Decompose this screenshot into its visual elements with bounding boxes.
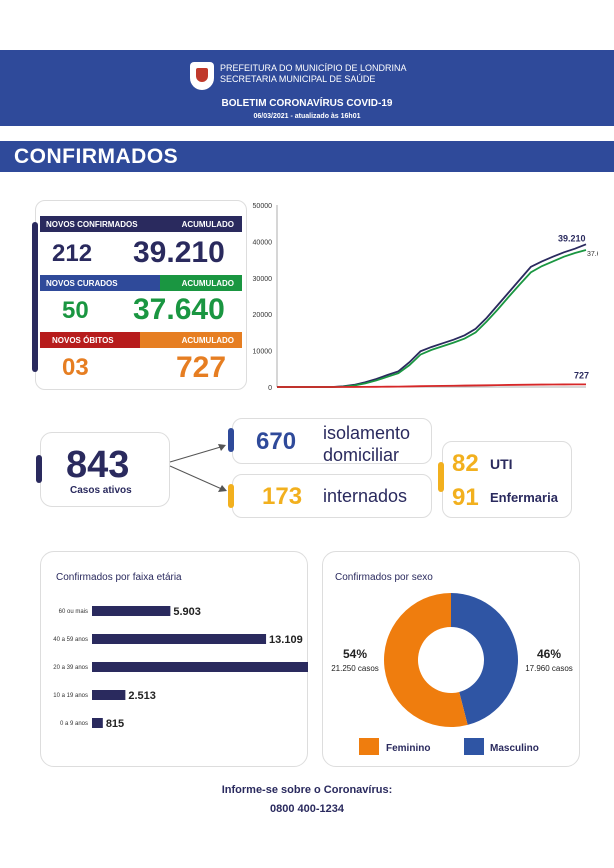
- cumulative-line-chart: 0 10000 20000 30000 40000 50000 39.210 37.640 72…: [253, 203, 598, 392]
- enfermaria-label: Enfermaria: [490, 490, 558, 505]
- active-cases-card: [40, 432, 170, 507]
- curados-label-bar: NOVOS CURADOS ACUMULADO: [40, 275, 242, 291]
- isolamento-value: 670: [256, 428, 297, 455]
- y-tick-label: 50000: [253, 203, 273, 210]
- bulletin-date: 06/03/2021 - atualizado às 16h01: [253, 113, 361, 120]
- novos-curados-value: 50: [62, 297, 89, 324]
- end-label-curados: 37.640: [587, 251, 598, 258]
- age-bar: [92, 662, 308, 672]
- novos-obitos-value: 03: [62, 354, 89, 381]
- header: PREFEITURA DO MUNICÍPIO DE LONDRINA SECR…: [0, 50, 614, 126]
- uti-value: 82: [452, 450, 479, 477]
- sex-chart-title: Confirmados por sexo: [335, 572, 433, 583]
- legend-swatch-feminino: [359, 738, 379, 755]
- novos-confirmados-label: NOVOS CONFIRMADOS: [46, 220, 138, 229]
- bulletin-title: BOLETIM CORONAVÍRUS COVID-19: [221, 98, 393, 109]
- y-tick-label: 10000: [253, 349, 273, 356]
- acumulado-label-1: ACUMULADO: [181, 220, 234, 229]
- legend-label-feminino: Feminino: [386, 743, 430, 754]
- end-label-confirmados: 39.210: [558, 233, 586, 243]
- sex-donut-chart: 54% 21.250 casos 46% 17.960 casos Feminino Ma…: [331, 593, 573, 755]
- hospital-accent: [438, 462, 444, 492]
- org-line-2: SECRETARIA MUNICIPAL DE SAÚDE: [220, 74, 376, 84]
- age-bar: [92, 690, 126, 700]
- y-tick-label: 30000: [253, 276, 273, 283]
- summary-accent-bar: [32, 222, 38, 372]
- legend-swatch-masculino: [464, 738, 484, 755]
- acumulado-label-2: ACUMULADO: [181, 279, 234, 288]
- internados-accent: [228, 484, 234, 508]
- age-category-label: 10 a 19 anos: [53, 693, 88, 699]
- footer-phone: 0800 400-1234: [269, 803, 344, 815]
- female-count: 21.250 casos: [331, 664, 379, 673]
- active-accent: [36, 455, 42, 483]
- age-category-label: 60 ou mais: [59, 609, 88, 615]
- age-value-label: 5.903: [173, 606, 201, 618]
- age-chart-title: Confirmados por faixa etária: [56, 572, 182, 583]
- male-count: 17.960 casos: [525, 664, 573, 673]
- section-banner: CONFIRMADOS: [0, 141, 614, 172]
- end-label-obitos: 727: [574, 370, 589, 380]
- age-distribution-card: [40, 551, 308, 767]
- age-bar: [92, 606, 171, 616]
- y-tick-label: 20000: [253, 312, 273, 319]
- split-arrows: [169, 444, 227, 492]
- series-line-2: [277, 383, 587, 388]
- confirmados-label-bar: NOVOS CONFIRMADOS ACUMULADO: [40, 216, 242, 232]
- internados-value: 173: [262, 483, 303, 510]
- isolamento-card: [232, 418, 432, 464]
- age-bar-chart: 60 ou mais 5.903 40 a 59 anos 13.109 20 a 39…: [53, 606, 308, 730]
- active-cases-label: Casos ativos: [70, 485, 132, 496]
- coat-of-arms-icon: [190, 62, 214, 90]
- y-tick-label: 0: [268, 385, 272, 392]
- age-bar: [92, 718, 103, 728]
- footer-info: Informe-se sobre o Coronavírus:: [221, 784, 393, 796]
- age-category-label: 40 a 59 anos: [53, 637, 88, 643]
- age-value-label: 2.513: [128, 690, 156, 702]
- female-percent: 54%: [343, 647, 367, 661]
- org-line-1: PREFEITURA DO MUNICÍPIO DE LONDRINA: [220, 63, 407, 73]
- y-tick-label: 40000: [253, 239, 273, 246]
- age-bar: [92, 634, 267, 644]
- enfermaria-value: 91: [452, 484, 479, 511]
- active-cases-total: 843: [66, 444, 130, 486]
- age-category-label: 0 a 9 anos: [60, 721, 88, 727]
- male-percent: 46%: [537, 647, 561, 661]
- age-value-label: 815: [106, 718, 124, 730]
- age-value-label: 13.109: [269, 634, 303, 646]
- novos-confirmados-value: 212: [52, 240, 93, 267]
- donut-slice-feminino: [383, 593, 468, 727]
- novos-obitos-label: NOVOS ÓBITOS: [52, 336, 114, 345]
- curados-acumulado-value: 37.640: [133, 293, 225, 326]
- hospital-breakdown-card: [442, 441, 572, 518]
- section-title: CONFIRMADOS: [14, 145, 179, 168]
- isolamento-label: isolamento domiciliar: [323, 423, 411, 465]
- header-org: PREFEITURA DO MUNICÍPIO DE LONDRINA SECR…: [220, 63, 407, 85]
- acumulado-label-3: ACUMULADO: [181, 336, 234, 345]
- donut-slice-masculino: [451, 593, 518, 725]
- obitos-label-bar: NOVOS ÓBITOS ACUMULADO: [40, 332, 242, 348]
- obitos-acumulado-value: 727: [176, 351, 227, 384]
- internados-label: internados: [323, 486, 408, 506]
- legend-label-masculino: Masculino: [490, 743, 539, 754]
- sex-distribution-card: [322, 551, 580, 767]
- age-category-label: 20 a 39 anos: [53, 665, 88, 671]
- confirmados-acumulado-value: 39.210: [133, 236, 225, 269]
- isolamento-accent: [228, 428, 234, 452]
- series-line-0: [277, 243, 587, 388]
- novos-curados-label: NOVOS CURADOS: [46, 279, 118, 288]
- series-line-1: [277, 249, 587, 388]
- uti-label: UTI: [490, 456, 513, 472]
- internados-card: [232, 474, 432, 518]
